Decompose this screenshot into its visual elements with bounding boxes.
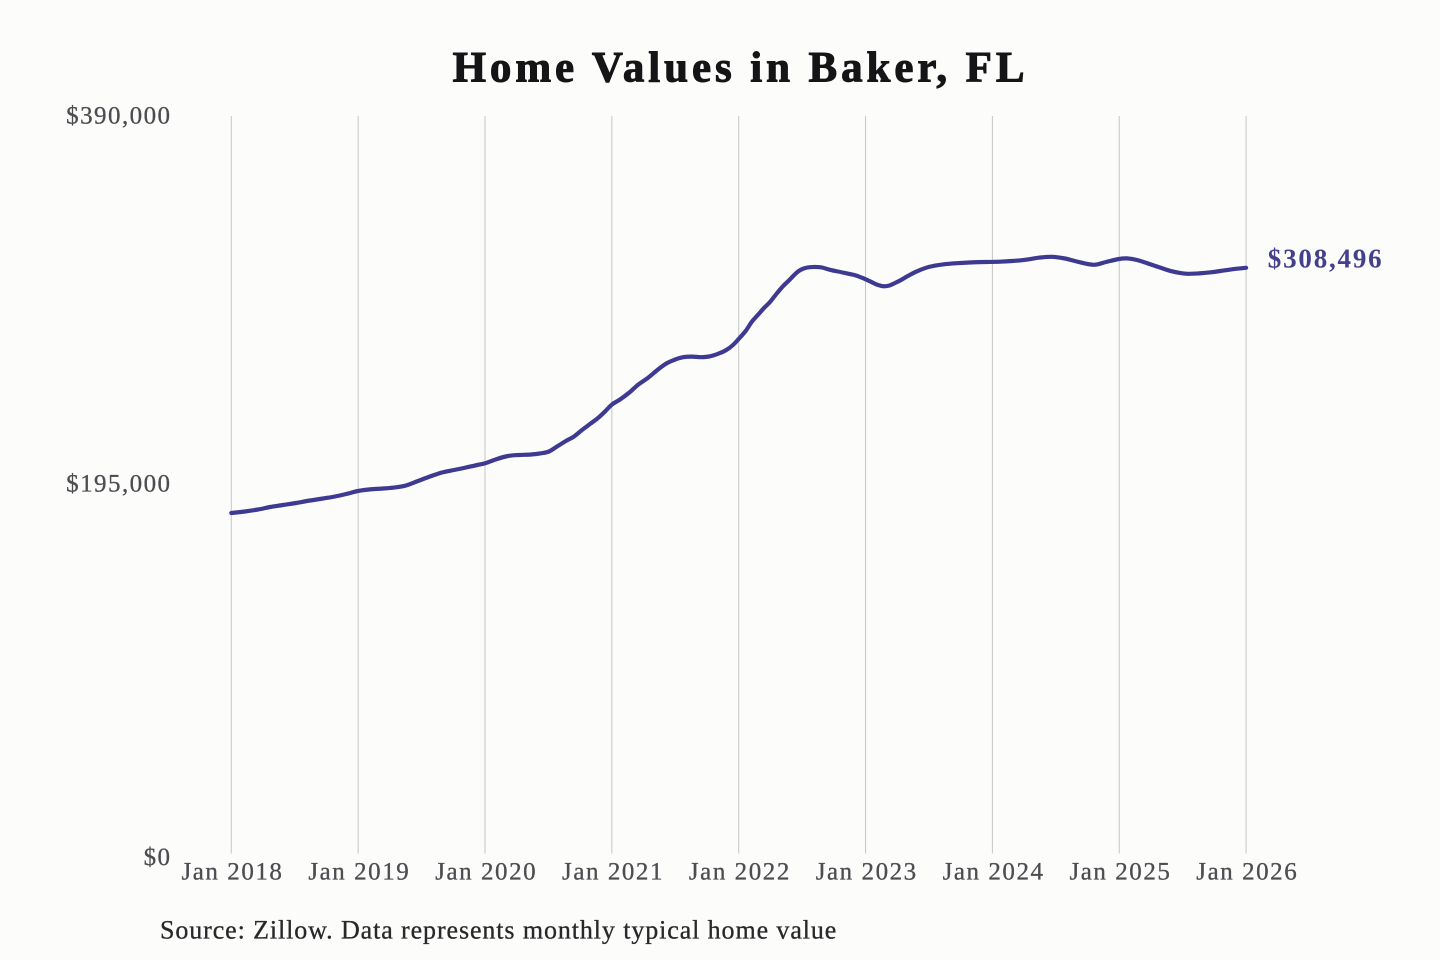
svg-text:$195,000: $195,000 [66, 471, 171, 498]
svg-text:Jan 2022: Jan 2022 [689, 859, 791, 886]
svg-text:Jan 2020: Jan 2020 [435, 859, 537, 886]
svg-text:$390,000: $390,000 [66, 103, 171, 130]
svg-text:Jan 2021: Jan 2021 [562, 859, 664, 886]
svg-text:Jan 2019: Jan 2019 [308, 859, 410, 886]
svg-text:$308,496: $308,496 [1268, 244, 1384, 274]
svg-text:Jan 2025: Jan 2025 [1069, 859, 1171, 886]
svg-text:Jan 2023: Jan 2023 [816, 859, 918, 886]
svg-text:$0: $0 [144, 844, 172, 871]
svg-text:Home Values in Baker, FL: Home Values in Baker, FL [453, 44, 1029, 91]
svg-text:Jan 2018: Jan 2018 [182, 859, 284, 886]
svg-text:Jan 2024: Jan 2024 [943, 859, 1045, 886]
svg-text:Jan 2026: Jan 2026 [1196, 859, 1298, 886]
svg-text:Source: Zillow. Data represent: Source: Zillow. Data represents monthly … [160, 915, 837, 944]
